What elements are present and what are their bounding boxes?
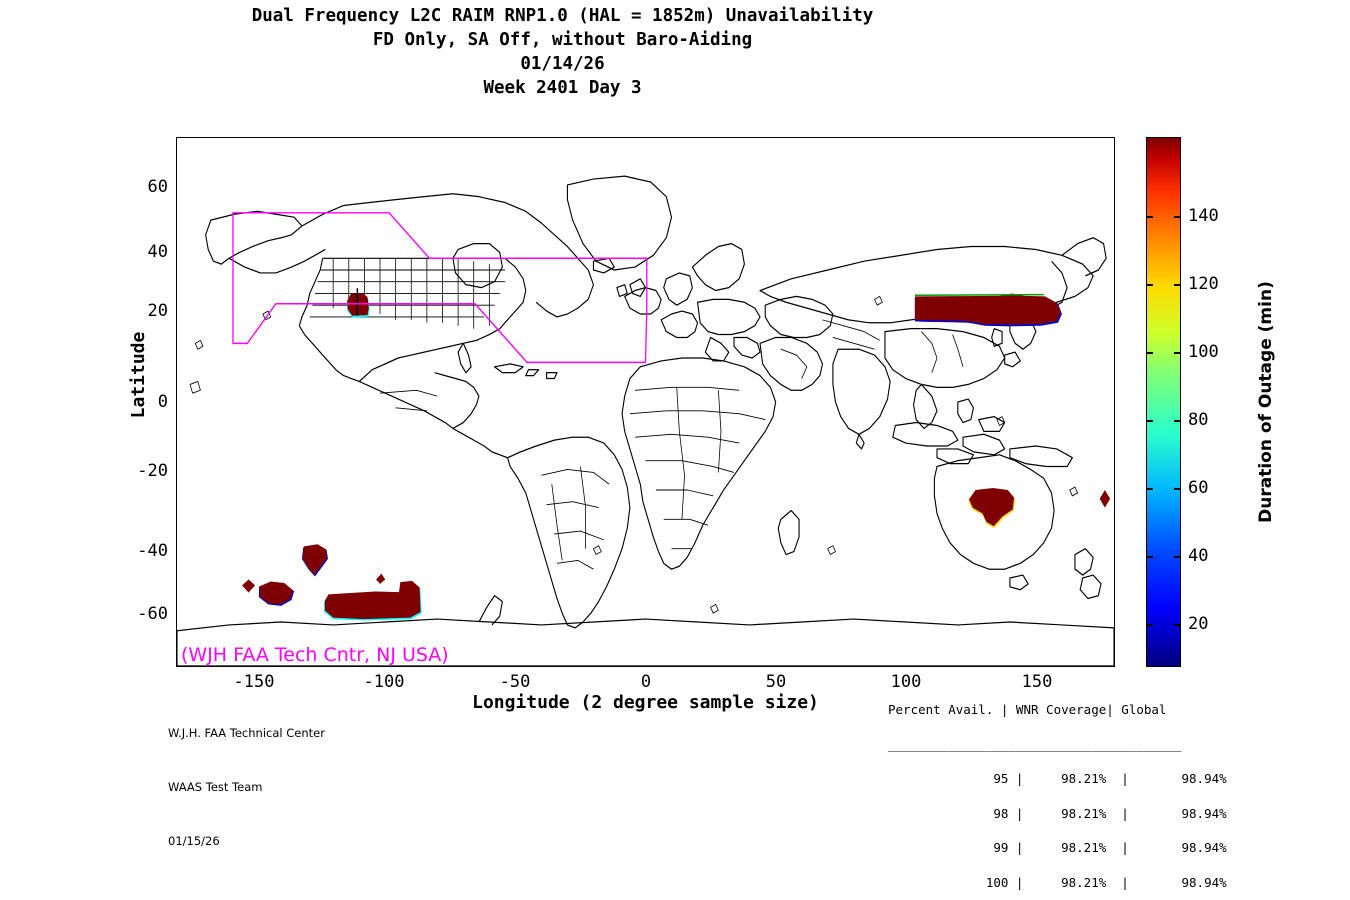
x-tick-label-150: 150 — [1021, 672, 1053, 692]
cb-label-80: 80 — [1188, 410, 1209, 430]
x-tick-label-m150: -150 — [233, 672, 275, 692]
cb-label-60: 60 — [1188, 478, 1209, 498]
cb-label-100: 100 — [1188, 342, 1219, 362]
outage-regions-layer — [242, 288, 1111, 621]
outage-region-southern-ocean — [324, 573, 422, 621]
y-tick-20 — [176, 325, 177, 327]
stats-row-2: 99 | 98.21% | 98.94% — [888, 840, 1227, 855]
title-line-2: FD Only, SA Off, without Baro-Aiding — [372, 30, 753, 50]
y-tick-m60 — [176, 578, 177, 580]
footer-line-3: 01/15/26 — [168, 834, 220, 848]
cb-tick-60 — [1146, 488, 1153, 490]
y-tick-label-0: 0 — [157, 392, 168, 412]
watermark-text: (WJH FAA Tech Cntr, NJ USA) — [181, 644, 449, 666]
y-tick-label-40: 40 — [147, 242, 168, 262]
outage-region-south-australia — [968, 487, 1016, 529]
colorbar-gradient — [1146, 137, 1181, 667]
colorbar: 20 40 60 80 100 120 140 — [1146, 137, 1219, 667]
y-tick-m40 — [176, 519, 177, 521]
cb-tick-r-60 — [1174, 488, 1181, 490]
x-tick-150 — [1036, 666, 1038, 667]
y-tick-60 — [176, 449, 177, 451]
x-tick-m100 — [385, 666, 387, 667]
stats-row-0: 95 | 98.21% | 98.94% — [888, 771, 1227, 786]
cb-tick-120 — [1146, 284, 1153, 286]
footer-line-1: W.J.H. FAA Technical Center — [168, 726, 325, 740]
footer-line-2: WAAS Test Team — [168, 780, 263, 794]
title-line-1: Dual Frequency L2C RAIM RNP1.0 (HAL = 18… — [251, 6, 874, 26]
outage-region-fiji — [1099, 490, 1111, 508]
world-map-svg — [177, 175, 1114, 666]
stats-row-1: 98 | 98.21% | 98.94% — [888, 805, 1227, 821]
cb-label-40: 40 — [1188, 546, 1209, 566]
stats-table: Percent Avail. | WNR Coverage| Global __… — [888, 681, 1227, 900]
stats-header: Percent Avail. | WNR Coverage| Global — [888, 702, 1167, 717]
y-tick-m20 — [176, 461, 177, 463]
y-tick-label-m20: -20 — [137, 461, 168, 481]
cb-tick-r-120 — [1174, 284, 1181, 286]
title-line-4: Week 2401 Day 3 — [483, 78, 642, 98]
x-tick-label-100: 100 — [890, 672, 922, 692]
cb-tick-20 — [1146, 624, 1153, 626]
x-tick-label-m100: -100 — [363, 672, 405, 692]
y-tick-label-m60: -60 — [137, 604, 168, 624]
cb-label-120: 120 — [1188, 274, 1219, 294]
cb-label-20: 20 — [1188, 614, 1209, 634]
y-tick-40 — [176, 387, 177, 389]
x-tick-label-50: 50 — [765, 672, 787, 692]
cb-tick-r-40 — [1174, 556, 1181, 558]
cb-tick-40 — [1146, 556, 1153, 558]
x-tick-m50 — [515, 666, 517, 667]
cb-tick-80 — [1146, 420, 1153, 422]
cb-tick-r-80 — [1174, 420, 1181, 422]
colorbar-axis-label: Duration of Outage (min) — [1253, 137, 1279, 667]
cb-tick-r-100 — [1174, 352, 1181, 354]
cb-tick-r-20 — [1174, 624, 1181, 626]
x-axis-label: Longitude (2 degree sample size) — [472, 692, 819, 713]
x-tick-m150 — [255, 666, 257, 667]
chart-title-block: Dual Frequency L2C RAIM RNP1.0 (HAL = 18… — [0, 4, 1125, 100]
x-tick-0 — [646, 666, 648, 667]
x-tick-100 — [906, 666, 908, 667]
x-tick-label-0: 0 — [640, 672, 652, 692]
world-map-plot — [176, 137, 1115, 667]
x-tick-50 — [776, 666, 778, 667]
cb-tick-100 — [1146, 352, 1153, 354]
cb-label-140: 140 — [1188, 206, 1219, 226]
outage-region-south-pacific-b — [242, 579, 295, 606]
footer-block: W.J.H. FAA Technical Center WAAS Test Te… — [168, 688, 325, 868]
cb-tick-r-140 — [1174, 216, 1181, 218]
y-tick-label-m40: -40 — [137, 541, 168, 561]
cb-tick-140 — [1146, 216, 1153, 218]
stats-rule: _______________________________________ — [888, 736, 1182, 752]
x-tick-label-m50: -50 — [499, 672, 531, 692]
title-line-3: 01/14/26 — [520, 54, 605, 74]
outage-region-southwest-usa — [346, 288, 370, 318]
outage-region-south-pacific-a — [301, 544, 328, 577]
stats-row-3: 100 | 98.21% | 98.94% — [888, 874, 1227, 890]
waas-service-volume-polygon — [232, 212, 648, 364]
y-tick-label-20: 20 — [147, 301, 168, 321]
y-tick-label-60: 60 — [147, 177, 168, 197]
colorbar-label-text: Duration of Outage (min) — [1256, 281, 1277, 523]
outage-region-northeast-asia — [914, 293, 1062, 327]
y-axis-label: Latitude — [127, 331, 149, 419]
coastline-layer — [177, 175, 1114, 666]
y-tick-0 — [176, 402, 177, 404]
